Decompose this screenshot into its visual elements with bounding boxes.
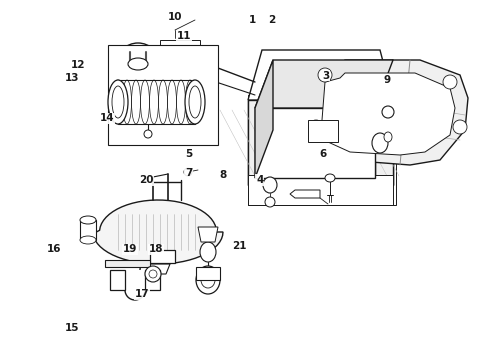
Ellipse shape bbox=[145, 266, 161, 282]
Ellipse shape bbox=[124, 51, 152, 79]
Text: 15: 15 bbox=[65, 323, 80, 333]
Bar bbox=[192, 48, 204, 58]
Ellipse shape bbox=[318, 68, 332, 82]
Polygon shape bbox=[146, 264, 170, 274]
Text: 6: 6 bbox=[320, 149, 327, 159]
Polygon shape bbox=[150, 250, 175, 263]
Polygon shape bbox=[110, 270, 125, 290]
Bar bbox=[80, 220, 96, 240]
Ellipse shape bbox=[189, 86, 201, 118]
Ellipse shape bbox=[196, 266, 220, 294]
Ellipse shape bbox=[112, 86, 124, 118]
Ellipse shape bbox=[128, 58, 148, 70]
Text: 21: 21 bbox=[232, 240, 246, 251]
Ellipse shape bbox=[80, 236, 96, 244]
Ellipse shape bbox=[443, 75, 457, 89]
Text: 16: 16 bbox=[47, 244, 61, 254]
Text: 11: 11 bbox=[177, 31, 192, 41]
Polygon shape bbox=[142, 50, 200, 80]
Text: 5: 5 bbox=[185, 149, 192, 159]
Ellipse shape bbox=[453, 120, 467, 134]
Text: 8: 8 bbox=[220, 170, 226, 180]
Text: 18: 18 bbox=[148, 244, 163, 254]
Polygon shape bbox=[322, 73, 455, 155]
Bar bbox=[248, 100, 393, 185]
Polygon shape bbox=[308, 60, 468, 165]
Ellipse shape bbox=[309, 120, 323, 134]
Ellipse shape bbox=[265, 197, 275, 207]
Ellipse shape bbox=[263, 177, 277, 193]
Text: 20: 20 bbox=[139, 175, 153, 185]
Ellipse shape bbox=[201, 272, 215, 288]
Polygon shape bbox=[248, 50, 393, 100]
Ellipse shape bbox=[149, 270, 157, 278]
Polygon shape bbox=[196, 267, 220, 280]
Polygon shape bbox=[160, 40, 200, 50]
Text: 9: 9 bbox=[384, 75, 391, 85]
Polygon shape bbox=[255, 60, 273, 178]
Text: 1: 1 bbox=[249, 15, 256, 25]
Text: 14: 14 bbox=[99, 113, 114, 123]
Polygon shape bbox=[290, 190, 320, 198]
Polygon shape bbox=[105, 260, 150, 267]
Text: 10: 10 bbox=[168, 12, 183, 22]
Bar bbox=[108, 45, 218, 145]
Ellipse shape bbox=[185, 80, 205, 124]
Bar bbox=[248, 175, 393, 205]
Text: 2: 2 bbox=[269, 15, 275, 25]
Text: 4: 4 bbox=[256, 175, 264, 185]
Polygon shape bbox=[145, 270, 160, 290]
Bar bbox=[248, 95, 396, 205]
Ellipse shape bbox=[186, 47, 214, 83]
Ellipse shape bbox=[372, 133, 388, 153]
Ellipse shape bbox=[116, 43, 160, 87]
Polygon shape bbox=[198, 227, 218, 242]
Polygon shape bbox=[255, 60, 393, 108]
Ellipse shape bbox=[382, 106, 394, 118]
Ellipse shape bbox=[184, 168, 192, 176]
Polygon shape bbox=[93, 200, 223, 264]
Polygon shape bbox=[255, 108, 375, 178]
Text: 3: 3 bbox=[322, 71, 329, 81]
Bar bbox=[308, 120, 338, 142]
Text: 12: 12 bbox=[71, 60, 86, 70]
Ellipse shape bbox=[325, 174, 335, 182]
Text: 7: 7 bbox=[185, 168, 193, 178]
Text: 19: 19 bbox=[122, 244, 137, 254]
Text: 13: 13 bbox=[65, 73, 80, 83]
Ellipse shape bbox=[200, 242, 216, 262]
Text: 17: 17 bbox=[135, 289, 149, 300]
Ellipse shape bbox=[108, 80, 128, 124]
Ellipse shape bbox=[192, 54, 208, 76]
Ellipse shape bbox=[144, 130, 152, 138]
Polygon shape bbox=[248, 100, 393, 185]
Ellipse shape bbox=[80, 216, 96, 224]
Ellipse shape bbox=[384, 132, 392, 142]
